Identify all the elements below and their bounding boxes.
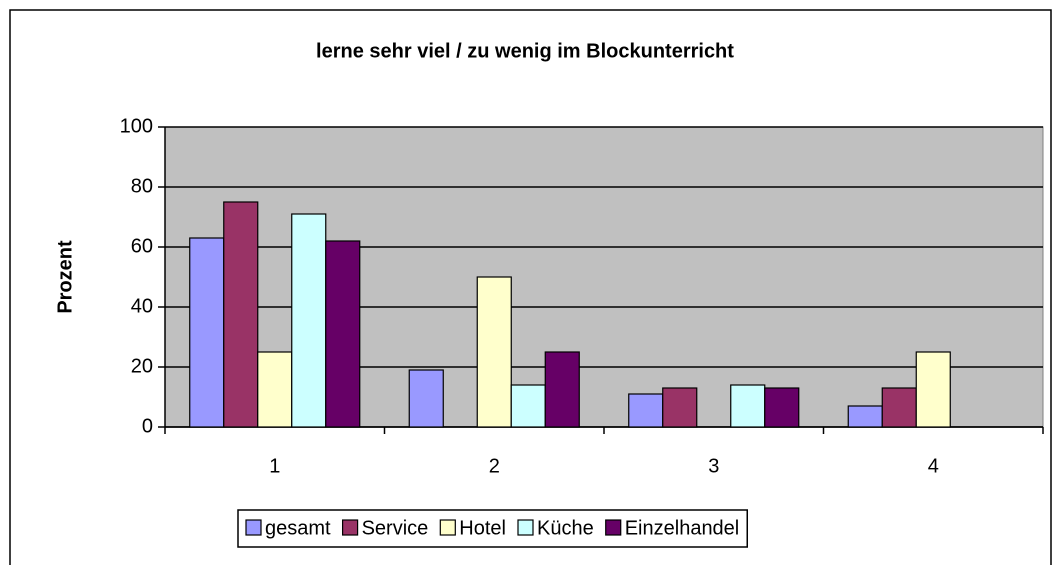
y-tick-label: 60 xyxy=(131,235,153,257)
bar xyxy=(544,351,580,428)
chart-title: lerne sehr viel / zu wenig im Blockunter… xyxy=(316,40,734,62)
bar xyxy=(915,351,951,428)
legend-label: Hotel xyxy=(459,517,506,539)
legend-box xyxy=(237,509,748,548)
bar xyxy=(257,351,293,428)
bar xyxy=(881,387,917,428)
bar xyxy=(764,387,800,428)
legend-swatch xyxy=(605,519,622,536)
x-tick-label: 4 xyxy=(928,455,939,477)
bar xyxy=(847,405,883,428)
bar xyxy=(662,387,698,428)
bar xyxy=(510,384,546,428)
y-axis-label: Prozent xyxy=(54,240,76,314)
legend-swatch xyxy=(245,519,262,536)
x-tick-label: 2 xyxy=(489,455,500,477)
y-tick-label: 0 xyxy=(142,415,153,437)
legend-label: Einzelhandel xyxy=(625,517,740,539)
bar xyxy=(291,213,327,428)
x-tick-label: 3 xyxy=(708,455,719,477)
bar xyxy=(628,393,664,428)
bar xyxy=(325,240,361,428)
legend-label: gesamt xyxy=(265,517,331,539)
y-tick-label: 20 xyxy=(131,355,153,377)
legend-label: Service xyxy=(362,517,429,539)
y-tick-label: 40 xyxy=(131,295,153,317)
y-tick-label: 100 xyxy=(120,115,153,137)
x-tick-label: 1 xyxy=(269,455,280,477)
y-tick-label: 80 xyxy=(131,175,153,197)
legend-swatch xyxy=(439,519,456,536)
bar xyxy=(730,384,766,428)
legend-swatch xyxy=(517,519,534,536)
bar xyxy=(189,237,225,428)
bar xyxy=(476,276,512,428)
legend-label: Küche xyxy=(537,517,594,539)
bar xyxy=(223,201,259,428)
bar xyxy=(408,369,444,428)
legend-swatch xyxy=(341,519,359,536)
